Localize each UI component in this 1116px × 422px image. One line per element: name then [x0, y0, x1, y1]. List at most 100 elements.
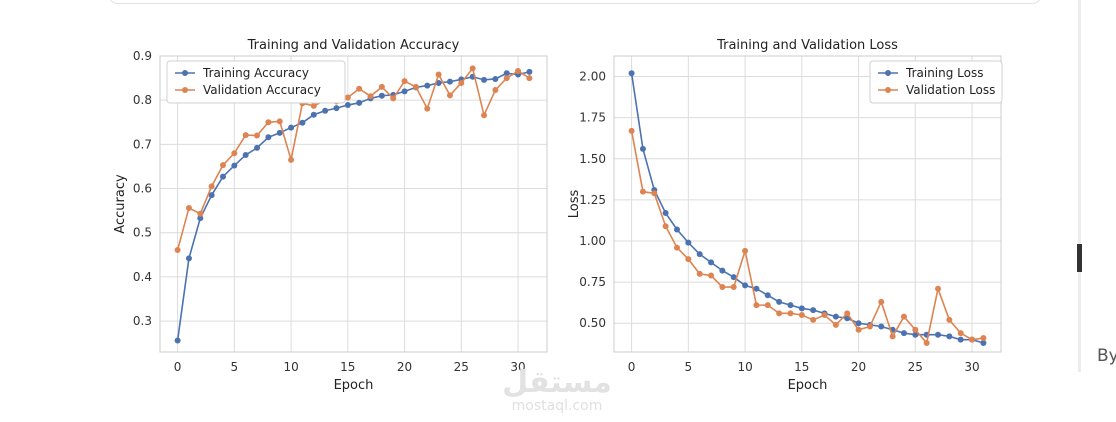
x-tick-label: 20 — [851, 360, 866, 374]
data-point-validation-loss — [764, 302, 771, 309]
y-tick-label: 1.25 — [579, 193, 606, 207]
side-panel-divider — [1078, 0, 1081, 372]
data-point-training-loss — [662, 210, 669, 217]
data-point-validation-accuracy — [310, 102, 317, 109]
y-tick-label: 0.50 — [579, 316, 606, 330]
data-point-training-accuracy — [231, 162, 238, 169]
y-tick-label: 2.00 — [579, 70, 606, 84]
data-point-training-loss — [764, 292, 771, 299]
data-point-training-loss — [719, 267, 726, 274]
x-tick-label: 10 — [283, 360, 298, 374]
x-axis-label: Epoch — [788, 378, 828, 393]
plot-frame — [159, 55, 548, 353]
data-point-validation-loss — [900, 313, 907, 320]
y-tick-label: 0.4 — [133, 270, 152, 284]
data-point-validation-accuracy — [526, 75, 533, 82]
data-point-validation-loss — [708, 272, 715, 279]
data-point-validation-loss — [776, 310, 783, 317]
data-point-validation-accuracy — [515, 68, 522, 75]
data-point-validation-loss — [923, 339, 930, 346]
data-point-validation-loss — [889, 333, 896, 340]
data-point-validation-loss — [810, 316, 817, 323]
data-point-validation-loss — [855, 326, 862, 333]
data-point-training-loss — [832, 313, 839, 320]
data-point-training-accuracy — [208, 192, 215, 199]
data-point-validation-loss — [821, 312, 828, 318]
legend-label: Validation Accuracy — [203, 83, 321, 97]
data-point-validation-accuracy — [492, 87, 499, 94]
x-tick-label: 20 — [397, 360, 412, 374]
y-tick-label: 0.7 — [133, 137, 152, 151]
data-point-training-accuracy — [299, 119, 306, 126]
x-tick-label: 15 — [340, 360, 355, 374]
x-tick-label: 30 — [964, 360, 979, 374]
data-point-training-loss — [957, 336, 964, 343]
data-point-training-loss — [798, 305, 805, 312]
x-tick-label: 30 — [510, 360, 525, 374]
data-point-training-loss — [673, 226, 680, 233]
data-point-validation-accuracy — [378, 83, 385, 90]
data-point-validation-accuracy — [458, 79, 465, 86]
data-point-training-loss — [708, 259, 715, 266]
data-point-validation-loss — [798, 312, 805, 318]
data-point-training-loss — [810, 307, 817, 314]
data-point-training-accuracy — [174, 337, 181, 344]
x-tick-label: 5 — [685, 360, 693, 374]
y-axis-label: Loss — [567, 190, 582, 219]
y-tick-label: 0.5 — [133, 226, 152, 240]
data-point-validation-accuracy — [412, 83, 419, 90]
data-point-training-loss — [776, 298, 783, 305]
data-point-training-accuracy — [185, 255, 192, 262]
data-point-validation-accuracy — [185, 204, 192, 211]
data-point-training-accuracy — [503, 70, 510, 77]
data-point-training-loss — [980, 339, 987, 346]
scroll-indicator[interactable] — [1077, 244, 1082, 272]
data-point-validation-accuracy — [390, 95, 397, 102]
data-point-training-loss — [730, 274, 737, 281]
data-point-validation-loss — [651, 190, 658, 197]
data-point-training-loss — [696, 251, 703, 258]
data-point-validation-loss — [742, 247, 749, 254]
legend-swatch-marker — [182, 70, 188, 76]
data-point-validation-accuracy — [344, 94, 351, 101]
data-point-training-accuracy — [276, 129, 283, 136]
y-axis-label: Accuracy — [113, 174, 128, 234]
data-point-validation-loss — [957, 330, 964, 337]
data-point-validation-loss — [969, 336, 976, 343]
data-point-validation-accuracy — [242, 132, 249, 139]
legend: Training Loss Validation Loss — [869, 60, 1003, 104]
chart-panel-2: 0 5 10 15 20 25 30 0.50 0.75 1.00 1.25 1.50 1.75 2.00… — [567, 38, 1003, 393]
x-tick-label: 25 — [454, 360, 469, 374]
data-point-training-accuracy — [446, 78, 453, 85]
data-point-validation-loss — [753, 302, 760, 309]
data-point-training-accuracy — [197, 215, 204, 222]
data-point-training-accuracy — [481, 76, 488, 83]
legend-label: Training Accuracy — [202, 66, 309, 80]
data-point-training-accuracy — [288, 124, 295, 131]
plot-area — [614, 56, 1001, 352]
x-tick-label: 0 — [174, 360, 182, 374]
data-point-validation-accuracy — [356, 85, 363, 92]
series-line-validation-accuracy — [176, 66, 530, 251]
data-point-training-accuracy — [378, 92, 385, 99]
data-point-validation-accuracy — [265, 119, 272, 126]
data-point-training-loss — [685, 239, 692, 246]
y-tick-label: 0.8 — [133, 93, 152, 107]
data-point-validation-accuracy — [446, 92, 453, 99]
legend-box — [869, 60, 1003, 104]
y-tick-label: 1.00 — [579, 234, 606, 248]
data-point-validation-accuracy — [219, 162, 226, 169]
data-point-training-accuracy — [424, 82, 431, 89]
data-point-training-accuracy — [356, 99, 363, 106]
watermark-arabic: مستقل — [502, 365, 612, 400]
legend-swatch-marker — [182, 87, 188, 93]
data-point-validation-loss — [844, 310, 851, 317]
data-point-training-loss — [946, 333, 953, 340]
data-point-validation-loss — [730, 284, 737, 291]
data-point-training-accuracy — [333, 105, 340, 112]
data-point-validation-accuracy — [174, 246, 181, 253]
legend-label: Training Loss — [905, 66, 983, 80]
data-point-validation-accuracy — [435, 71, 442, 78]
x-axis-label: Epoch — [334, 378, 374, 393]
